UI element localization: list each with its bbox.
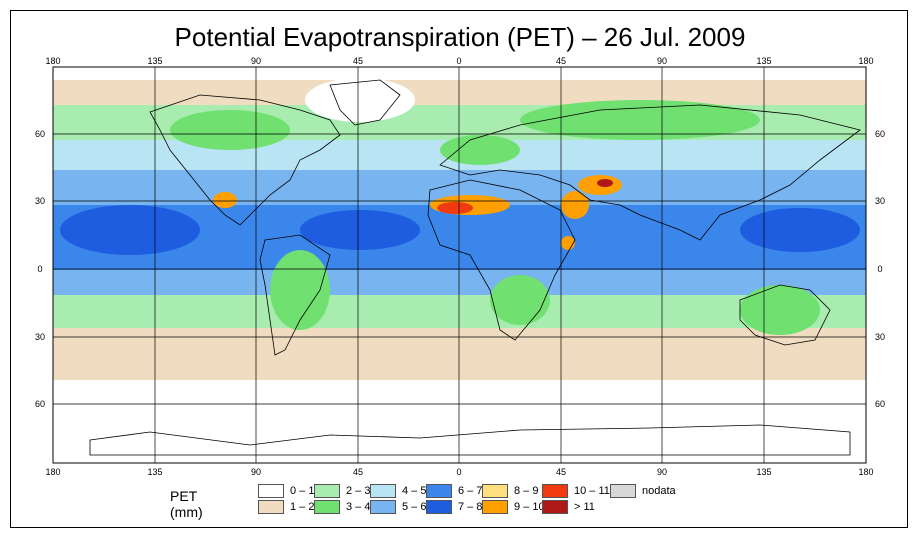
lat-label: 30 [35, 196, 45, 206]
legend-label-8-9: 8 – 9 [514, 485, 539, 497]
australia-green [740, 285, 820, 335]
band-south-white [53, 380, 866, 463]
map-border [52, 66, 867, 464]
lat-label: 30 [875, 332, 885, 342]
lon-label: 45 [556, 56, 566, 66]
legend-label-1-2: 1 – 2 [290, 501, 315, 513]
legend-swatch-5-6 [370, 500, 396, 514]
lat-label: 30 [875, 196, 885, 206]
coast-south-america [259, 234, 331, 356]
lon-label: 135 [756, 467, 771, 477]
legend-label-0-1: 0 – 1 [290, 485, 315, 497]
legend-swatch-4-5 [370, 484, 396, 498]
legend-label-7-8: 7 – 8 [458, 501, 483, 513]
lon-label: 0 [456, 467, 461, 477]
lat-labels-left: 60 30 0 30 60 [35, 129, 45, 409]
lon-labels-bottom: 180 135 90 45 0 45 90 135 180 [45, 467, 873, 477]
coastlines [89, 79, 861, 456]
legend-swatch-0-1 [258, 484, 284, 498]
legend-label-nodata: nodata [642, 485, 676, 497]
europe-green [440, 135, 520, 165]
safrica-green [490, 275, 550, 325]
lon-label: 45 [353, 56, 363, 66]
lon-label: 180 [45, 467, 60, 477]
legend-swatch-nodata [610, 484, 636, 498]
lon-label: 135 [147, 56, 162, 66]
legend-swatch-1-2 [258, 500, 284, 514]
legend-label-10-11: 10 – 11 [574, 485, 610, 497]
coast-australia [739, 284, 831, 346]
legend-swatch-6-7 [426, 484, 452, 498]
lon-label: 0 [456, 56, 461, 66]
lon-label: 135 [147, 467, 162, 477]
sahara-red [437, 202, 473, 214]
lat-labels-right: 60 30 0 30 60 [875, 129, 885, 409]
atlantic-darkblue [300, 210, 420, 250]
lon-label: 90 [657, 56, 667, 66]
lon-label: 180 [858, 56, 873, 66]
pet-bands [53, 67, 866, 463]
graticule [53, 67, 866, 463]
lat-label: 60 [35, 129, 45, 139]
samerica-green [270, 250, 330, 330]
pacific-darkblue [60, 205, 200, 255]
lat-label: 60 [875, 129, 885, 139]
iran-darkred [597, 179, 613, 187]
lon-labels-top: 180 135 90 45 0 45 90 135 180 [45, 56, 873, 66]
lon-label: 90 [657, 467, 667, 477]
legend-label-6-7: 6 – 7 [458, 485, 483, 497]
legend-swatch-9-10 [482, 500, 508, 514]
lon-label: 45 [353, 467, 363, 477]
coast-greenland [329, 79, 401, 126]
map-title: Potential Evapotranspiration (PET) – 26 … [174, 22, 746, 52]
figure-frame [10, 10, 908, 528]
legend-label-5-6: 5 – 6 [402, 501, 427, 513]
legend-label-4-5: 4 – 5 [402, 485, 427, 497]
coast-antarctica [89, 424, 851, 456]
lon-label: 135 [756, 56, 771, 66]
lat-label: 60 [875, 399, 885, 409]
lon-label: 180 [858, 467, 873, 477]
legend-label-2-3: 2 – 3 [346, 485, 371, 497]
legend-swatch-10-11 [542, 484, 568, 498]
siberia-green [520, 100, 760, 140]
legend-swatch-2-3 [314, 484, 340, 498]
canada-green [170, 110, 290, 150]
mexico-orange [213, 192, 237, 208]
coast-africa [427, 179, 576, 341]
lon-label: 45 [556, 467, 566, 477]
lat-label: 30 [35, 332, 45, 342]
wpacific-darkblue [740, 208, 860, 252]
band-south-green [53, 295, 866, 330]
legend-label-gt-11: > 11 [574, 501, 595, 513]
legend-title: PET (mm) [170, 488, 203, 520]
coast-eurasia [439, 104, 861, 241]
greenland-white [305, 78, 415, 122]
legend-swatch-gt-11 [542, 500, 568, 514]
lon-label: 180 [45, 56, 60, 66]
legend-label-9-10: 9 – 10 [514, 501, 545, 513]
legend-label-3-4: 3 – 4 [346, 501, 371, 513]
band-south-tan [53, 328, 866, 383]
legend-swatch-8-9 [482, 484, 508, 498]
legend-swatch-7-8 [426, 500, 452, 514]
lat-label: 0 [877, 264, 882, 274]
lon-label: 90 [251, 56, 261, 66]
coast-north-america [149, 94, 341, 226]
lat-label: 60 [35, 399, 45, 409]
lon-label: 90 [251, 467, 261, 477]
lat-label: 0 [37, 264, 42, 274]
legend-swatch-3-4 [314, 500, 340, 514]
arabia-orange [561, 191, 589, 219]
